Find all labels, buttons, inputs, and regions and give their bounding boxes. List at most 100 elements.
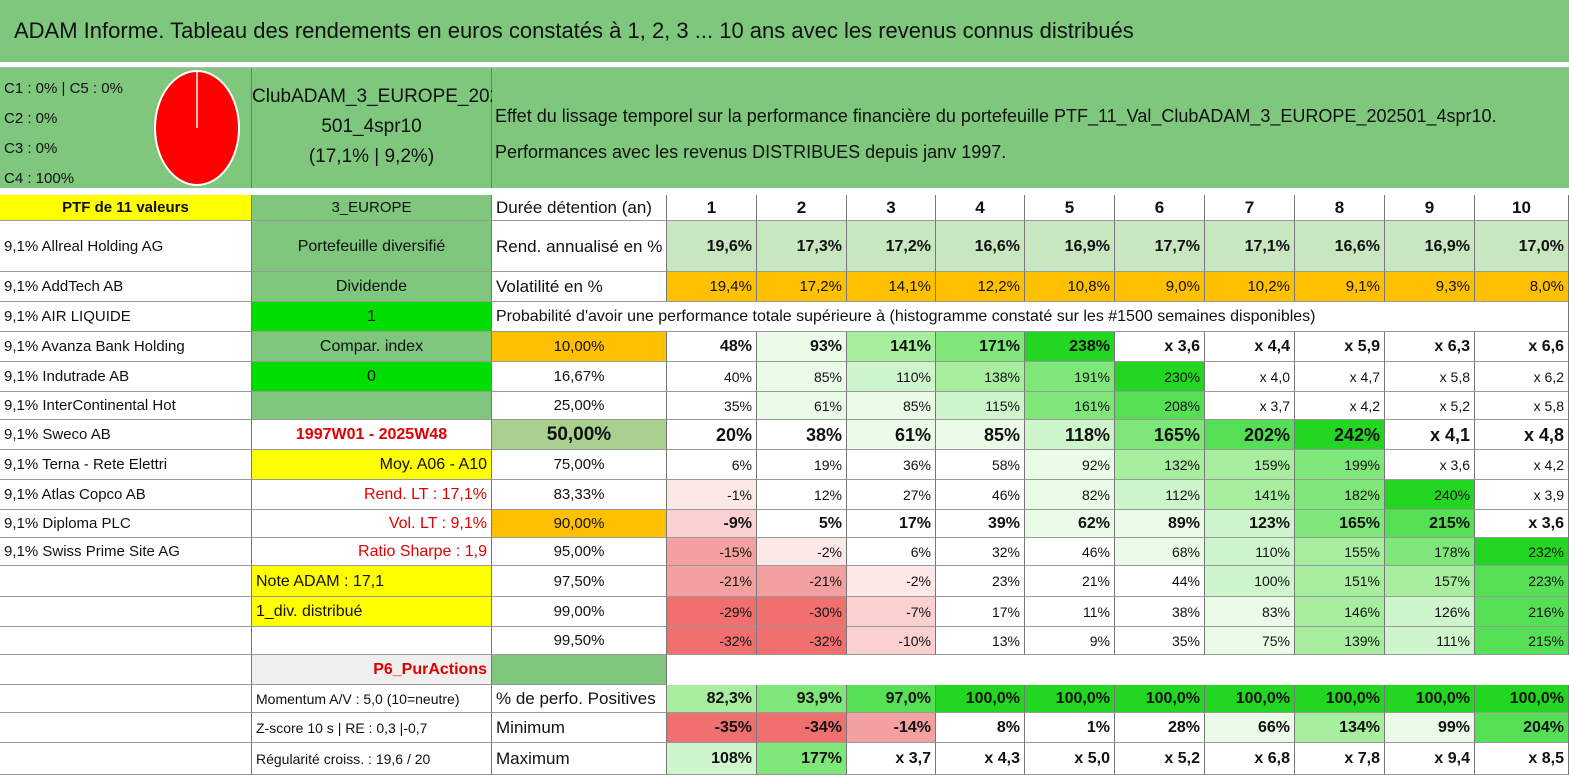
portfolio-name-box: ClubADAM_3_EUROPE_202 501_4spr10 (17,1% … xyxy=(252,68,501,188)
rend-label: Rend. annualisé en % xyxy=(492,221,667,272)
probability-value: -29% xyxy=(667,597,757,627)
probability-value: 139% xyxy=(1295,627,1385,655)
probability-value: -32% xyxy=(757,627,847,655)
probability-value: 238% xyxy=(1025,332,1115,362)
probability-value: 112% xyxy=(1115,480,1205,510)
probability-value: x 4,2 xyxy=(1295,392,1385,420)
stat-info: Z-score 10 s | RE : 0,3 |-0,7 xyxy=(252,713,492,743)
probability-value: 44% xyxy=(1115,566,1205,597)
holding-name: 9,1% InterContinental Hot xyxy=(0,392,252,420)
probability-title: Probabilité d'avoir une performance tota… xyxy=(492,302,1569,332)
rend-value: 17,2% xyxy=(847,221,936,272)
probability-value: 216% xyxy=(1475,597,1569,627)
probability-value: -9% xyxy=(667,510,757,538)
vol-value: 9,1% xyxy=(1295,272,1385,302)
probability-value: 100% xyxy=(1205,566,1295,597)
probability-value: x 4,4 xyxy=(1205,332,1295,362)
probability-value: x 6,3 xyxy=(1385,332,1475,362)
vol-value: 17,2% xyxy=(757,272,847,302)
rend-value: 16,9% xyxy=(1385,221,1475,272)
stat-info: Momentum A/V : 5,0 (10=neutre) xyxy=(252,685,492,713)
stat-value: x 6,8 xyxy=(1205,743,1295,775)
holding-name: 9,1% Diploma PLC xyxy=(0,510,252,538)
stat-label: Maximum xyxy=(492,743,667,775)
probability-threshold: 99,50% xyxy=(492,627,667,655)
probability-value: x 5,9 xyxy=(1295,332,1385,362)
holding-name: 9,1% AIR LIQUIDE xyxy=(0,302,252,332)
stat-value: 1% xyxy=(1025,713,1115,743)
probability-value: 9% xyxy=(1025,627,1115,655)
year-header: 8 xyxy=(1295,195,1385,221)
effect-description: Effet du lissage temporel sur la perform… xyxy=(492,68,1569,188)
empty-holding-cell xyxy=(0,713,252,743)
vol-value: 8,0% xyxy=(1475,272,1569,302)
probability-threshold: 50,00% xyxy=(492,420,667,450)
probability-value: 17% xyxy=(936,597,1025,627)
stat-value: x 7,8 xyxy=(1295,743,1385,775)
stat-value: -34% xyxy=(757,713,847,743)
probability-value: 191% xyxy=(1025,362,1115,392)
probability-threshold: 75,00% xyxy=(492,450,667,480)
year-header: 1 xyxy=(667,195,757,221)
stat-value: 99% xyxy=(1385,713,1475,743)
probability-threshold: 99,00% xyxy=(492,597,667,627)
probability-value: 20% xyxy=(667,420,757,450)
probability-threshold: 95,00% xyxy=(492,538,667,566)
probability-value: 155% xyxy=(1295,538,1385,566)
empty-holding-cell xyxy=(0,597,252,627)
year-header: 6 xyxy=(1115,195,1205,221)
year-header: 5 xyxy=(1025,195,1115,221)
allocation-line: C2 : 0% xyxy=(4,110,58,127)
probability-value: -15% xyxy=(667,538,757,566)
portfolio-name-line1: ClubADAM_3_EUROPE_202 xyxy=(252,86,501,107)
vol-value: 12,2% xyxy=(936,272,1025,302)
moy-label: Moy. A06 - A10 xyxy=(252,450,492,480)
probability-value: 85% xyxy=(757,362,847,392)
stat-value: 100,0% xyxy=(1115,685,1205,713)
dividend-value: 1 xyxy=(252,302,492,332)
probability-value: 62% xyxy=(1025,510,1115,538)
probability-threshold: 90,00% xyxy=(492,510,667,538)
rend-value: 16,6% xyxy=(1295,221,1385,272)
portfolio-name-line2: 501_4spr10 xyxy=(321,116,422,137)
stat-value: x 8,5 xyxy=(1475,743,1569,775)
probability-value: -2% xyxy=(757,538,847,566)
rend-value: 17,0% xyxy=(1475,221,1569,272)
probability-value: 202% xyxy=(1205,420,1295,450)
probability-value: x 3,6 xyxy=(1115,332,1205,362)
rend-lt-label: Rend. LT : 17,1% xyxy=(252,480,492,510)
probability-value: 223% xyxy=(1475,566,1569,597)
probability-threshold: 10,00% xyxy=(492,332,667,362)
probability-value: 6% xyxy=(847,538,936,566)
probability-value: 85% xyxy=(936,420,1025,450)
report-title: ADAM Informe. Tableau des rendements en … xyxy=(0,0,1569,62)
probability-value: x 5,8 xyxy=(1475,392,1569,420)
stat-value: 28% xyxy=(1115,713,1205,743)
probability-value: 83% xyxy=(1205,597,1295,627)
probability-value: -1% xyxy=(667,480,757,510)
stat-value: 100,0% xyxy=(1385,685,1475,713)
period-label: 1997W01 - 2025W48 xyxy=(252,420,492,450)
rend-value: 17,1% xyxy=(1205,221,1295,272)
zone-label: 3_EUROPE xyxy=(252,195,492,221)
probability-value: 46% xyxy=(936,480,1025,510)
probability-value: 182% xyxy=(1295,480,1385,510)
probability-value: x 4,8 xyxy=(1475,420,1569,450)
probability-value: x 3,6 xyxy=(1475,510,1569,538)
stat-value: 108% xyxy=(667,743,757,775)
probability-value: x 3,9 xyxy=(1475,480,1569,510)
probability-value: -32% xyxy=(667,627,757,655)
rend-value: 19,6% xyxy=(667,221,757,272)
probability-value: 13% xyxy=(936,627,1025,655)
stat-value: 100,0% xyxy=(1475,685,1569,713)
probability-value: 19% xyxy=(757,450,847,480)
probability-value: 110% xyxy=(847,362,936,392)
holding-name: 9,1% Allreal Holding AG xyxy=(0,221,252,272)
probability-value: 58% xyxy=(936,450,1025,480)
probability-value: 171% xyxy=(936,332,1025,362)
probability-value: 178% xyxy=(1385,538,1475,566)
stat-value: 100,0% xyxy=(1025,685,1115,713)
year-header: 2 xyxy=(757,195,847,221)
ptf-count-label: PTF de 11 valeurs xyxy=(0,195,252,221)
probability-value: 138% xyxy=(936,362,1025,392)
